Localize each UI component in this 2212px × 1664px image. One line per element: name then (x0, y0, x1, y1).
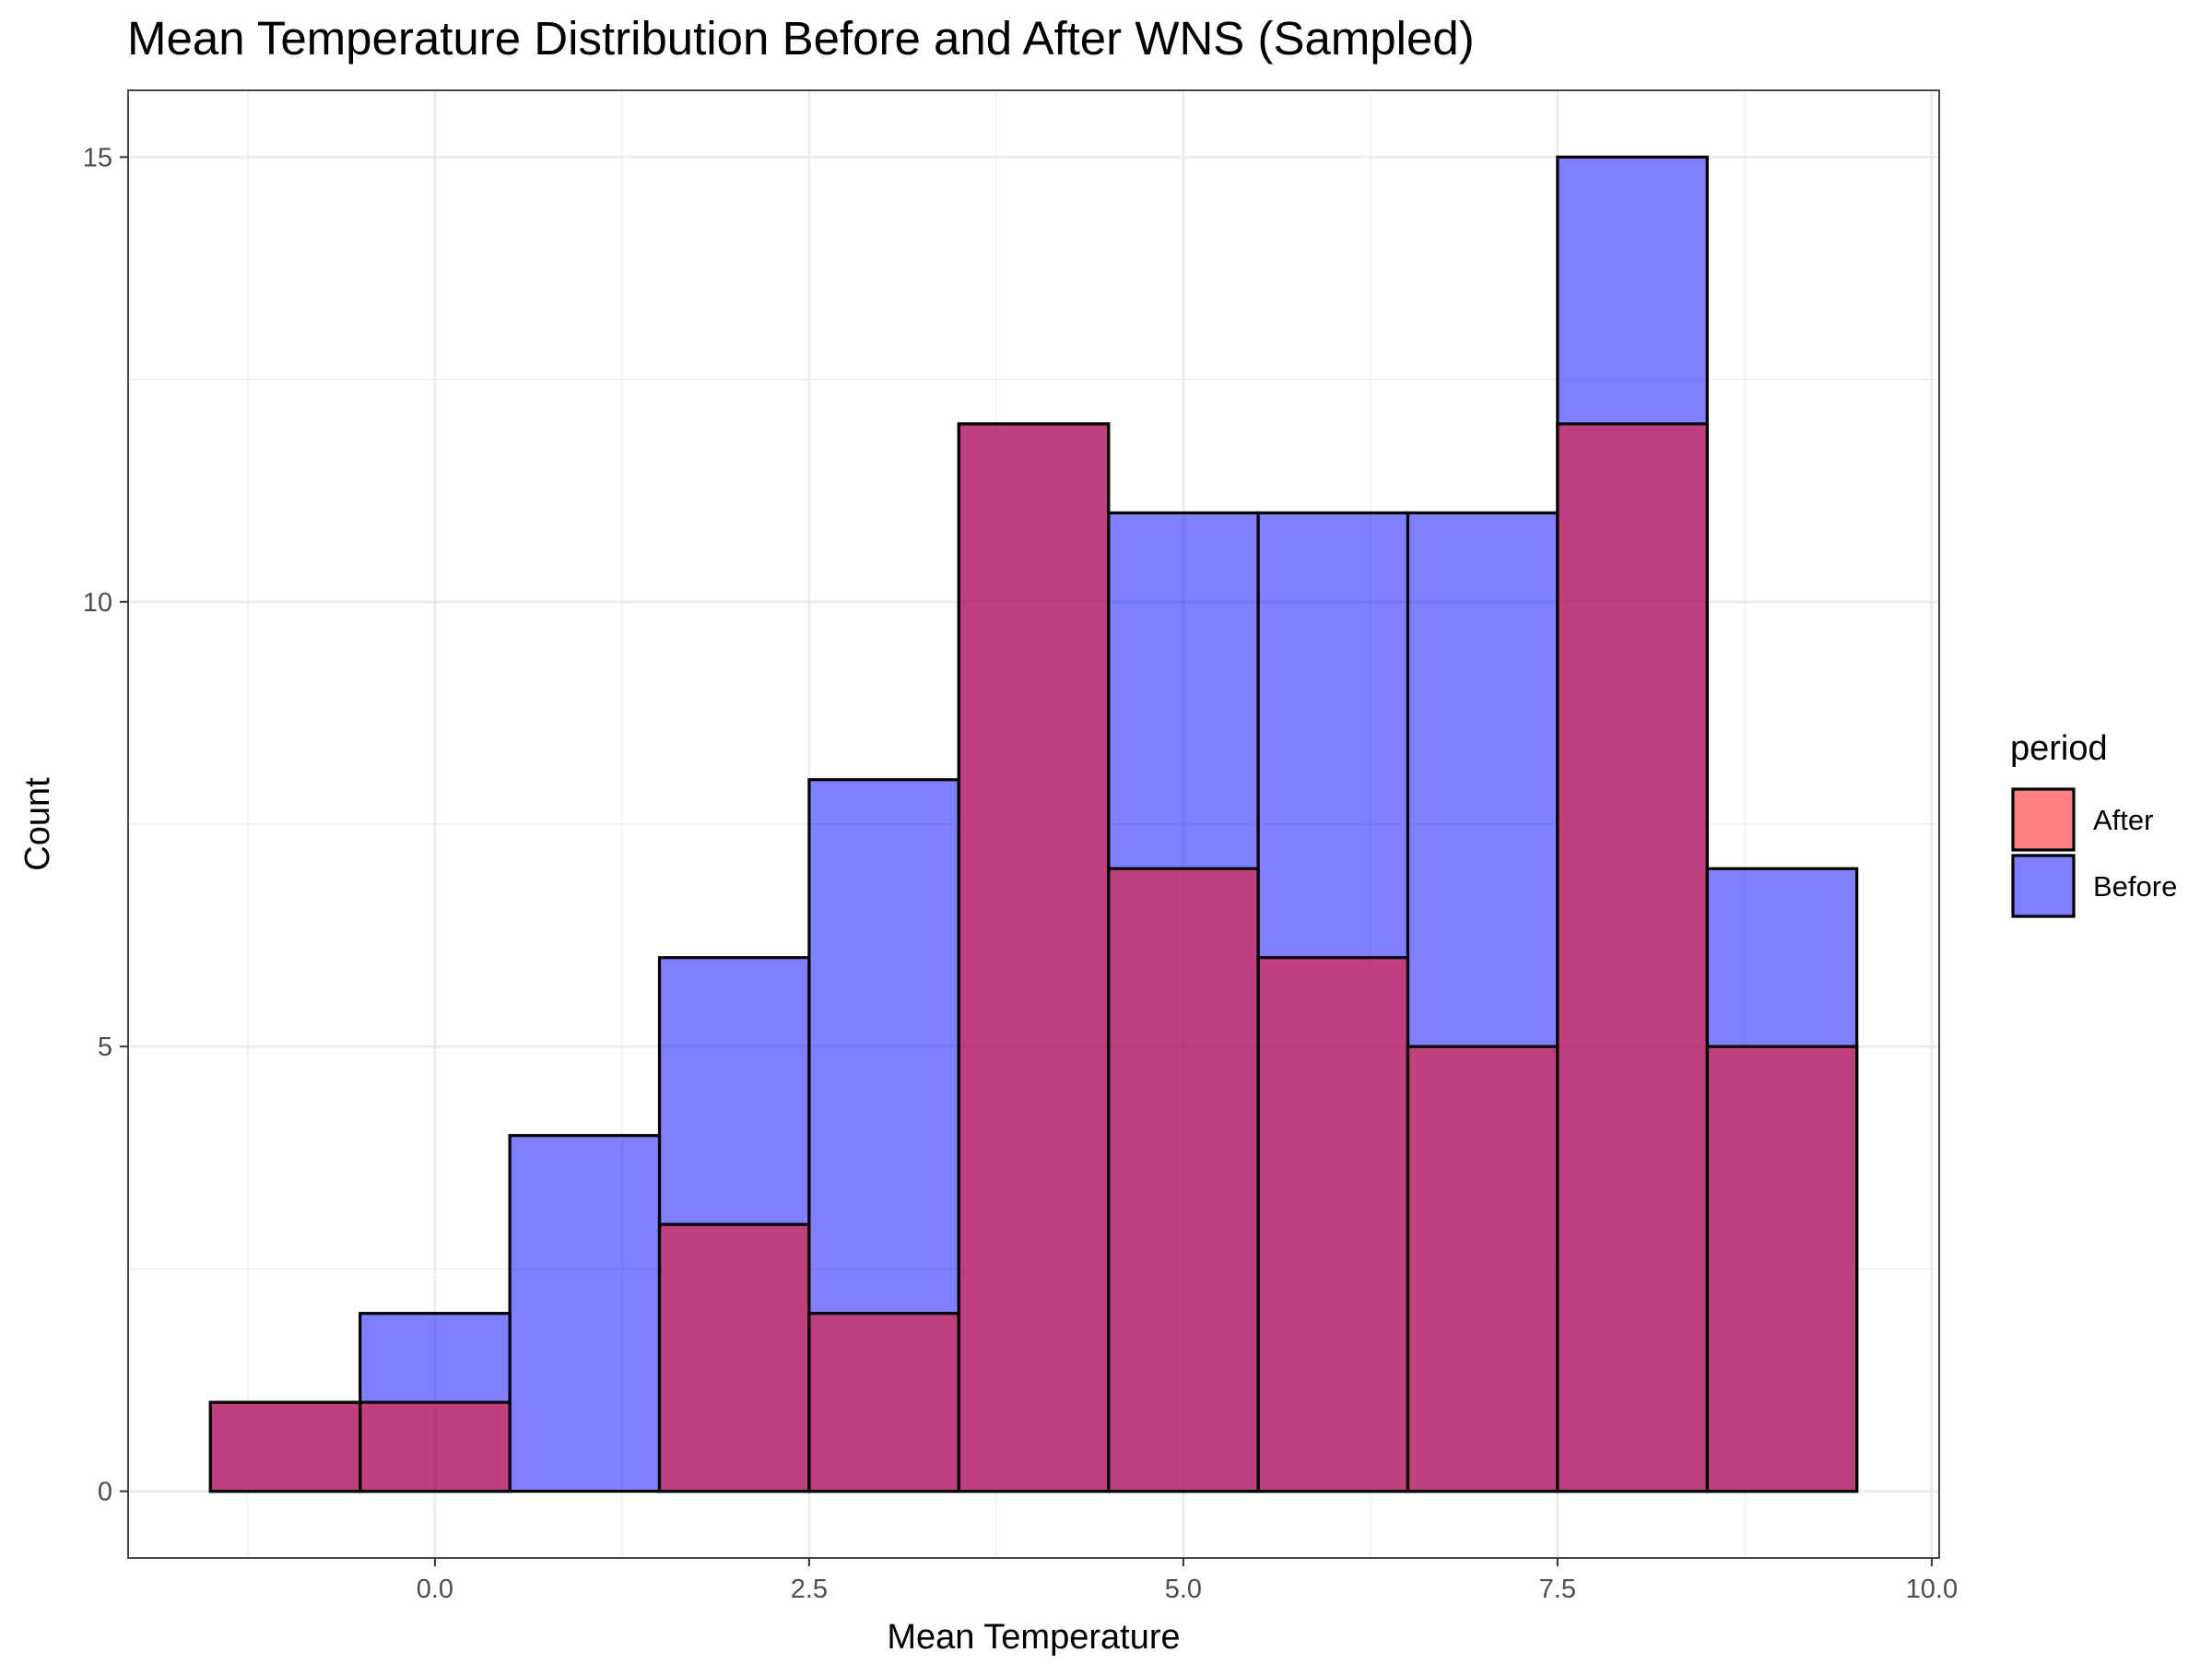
y-tick-label: 15 (83, 143, 112, 172)
series-after (208, 422, 1859, 1493)
bar-after (359, 1400, 512, 1493)
y-tick-label: 10 (83, 588, 112, 618)
bar-after (1705, 1044, 1859, 1493)
x-tick-label: 2.5 (791, 1575, 828, 1604)
bar-after (1406, 1044, 1559, 1493)
x-axis-title: Mean Temperature (887, 1618, 1180, 1657)
legend-key-after (2011, 787, 2076, 852)
bar-after (657, 1222, 811, 1493)
bar-after (957, 422, 1111, 1493)
x-axis: 0.0 2.5 5.0 7.5 10.0 (417, 1558, 1958, 1604)
panel-border (127, 89, 1940, 1559)
legend-key-before (2011, 854, 2076, 918)
y-axis: 0 5 10 15 (83, 143, 128, 1507)
bar-before (508, 1134, 662, 1493)
bar-after (1256, 956, 1410, 1493)
y-axis-title: Count (18, 777, 57, 871)
y-tick-label: 5 (98, 1033, 112, 1062)
y-tick-label: 0 (98, 1478, 112, 1507)
bar-after (1556, 422, 1709, 1493)
legend-label-after: After (2093, 804, 2153, 836)
bar-after (807, 1312, 960, 1493)
x-tick-label: 7.5 (1539, 1575, 1576, 1604)
x-tick-label: 0.0 (417, 1575, 453, 1604)
x-tick-label: 5.0 (1165, 1575, 1202, 1604)
bar-after (1107, 867, 1260, 1493)
chart-title: Mean Temperature Distribution Before and… (127, 12, 1475, 65)
legend-title: period (2010, 729, 2108, 768)
legend: period After Before (2010, 729, 2177, 918)
bar-after (208, 1400, 362, 1493)
x-tick-label: 10.0 (1906, 1575, 1958, 1604)
legend-label-before: Before (2093, 870, 2177, 903)
